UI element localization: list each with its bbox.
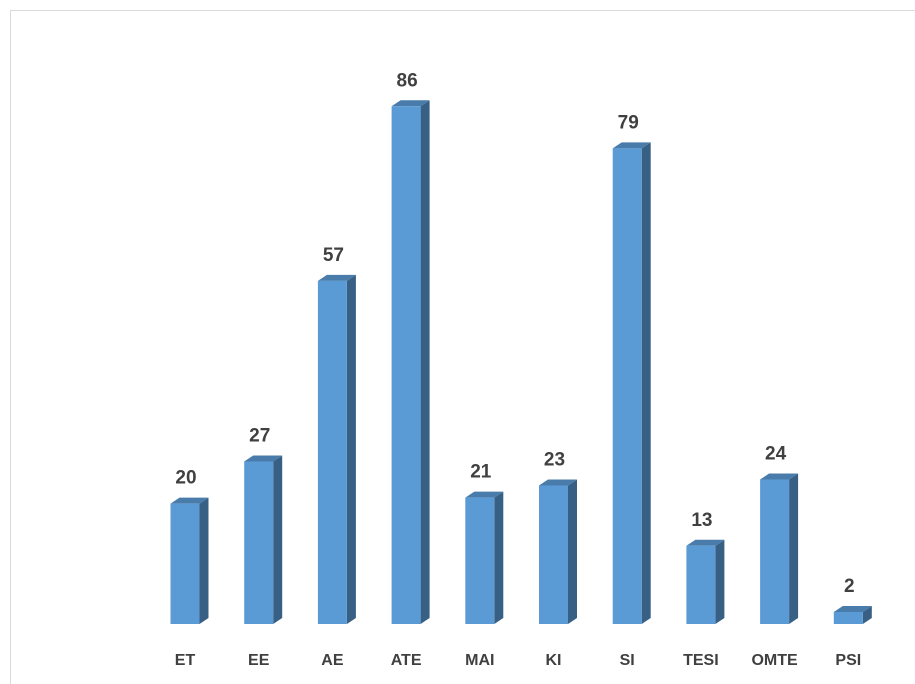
- data-label: 21: [470, 462, 492, 483]
- bar-front: [612, 148, 642, 625]
- bar-top: [170, 497, 209, 504]
- bar-top: [465, 491, 504, 498]
- bar-top: [833, 605, 872, 612]
- bar: [612, 142, 651, 625]
- bar-side: [862, 605, 872, 624]
- bar-side: [273, 455, 283, 624]
- x-tick-label: ATE: [391, 652, 422, 669]
- data-label: 79: [618, 112, 639, 133]
- x-tick-label: SI: [620, 652, 635, 669]
- bar-side: [715, 539, 725, 624]
- bar: [465, 491, 504, 624]
- bar-side: [199, 497, 209, 624]
- bar-front: [317, 280, 347, 624]
- bar-side: [346, 274, 356, 624]
- bar-top: [391, 100, 430, 107]
- bar: [391, 100, 430, 624]
- bar: [170, 497, 209, 624]
- x-tick-label: MAI: [465, 652, 494, 669]
- bar-side: [494, 491, 504, 624]
- x-tick-label: PSI: [835, 652, 861, 669]
- data-label: 27: [249, 425, 270, 446]
- bar-front: [760, 479, 790, 624]
- x-tick-label: TESI: [683, 652, 719, 669]
- bar-front: [833, 611, 863, 624]
- bar-top: [686, 539, 725, 546]
- bar-side: [789, 473, 799, 624]
- bar-front: [539, 485, 568, 624]
- bar-top: [612, 142, 651, 149]
- data-label: 57: [323, 245, 344, 266]
- bar-front: [391, 106, 421, 624]
- data-label: 24: [765, 444, 787, 465]
- x-tick-label: KI: [546, 652, 562, 669]
- data-label: 2: [844, 576, 855, 597]
- chart-frame: [10, 10, 915, 684]
- bar-front: [244, 461, 274, 624]
- bar-top: [539, 479, 577, 486]
- data-label: 86: [397, 70, 418, 91]
- bar-side: [420, 100, 430, 624]
- bar-side: [568, 479, 577, 624]
- bar-side: [641, 142, 651, 625]
- x-tick-label: ET: [175, 652, 196, 669]
- bar: [539, 479, 577, 624]
- x-tick-label: AE: [321, 652, 344, 669]
- bar: [244, 455, 283, 624]
- bar: [833, 605, 872, 624]
- data-label: 13: [691, 510, 712, 531]
- bar: [686, 539, 725, 624]
- x-tick-label: OMTE: [751, 652, 798, 669]
- bar: [317, 274, 356, 624]
- data-label: 23: [544, 450, 565, 471]
- bar-front: [686, 545, 716, 624]
- bar-top: [317, 274, 356, 281]
- bar-front: [465, 497, 495, 624]
- bar-front: [170, 503, 200, 624]
- data-label: 20: [175, 468, 196, 489]
- bar: [760, 473, 799, 624]
- x-tick-label: EE: [248, 652, 270, 669]
- bar-top: [760, 473, 799, 480]
- bar-top: [244, 455, 283, 462]
